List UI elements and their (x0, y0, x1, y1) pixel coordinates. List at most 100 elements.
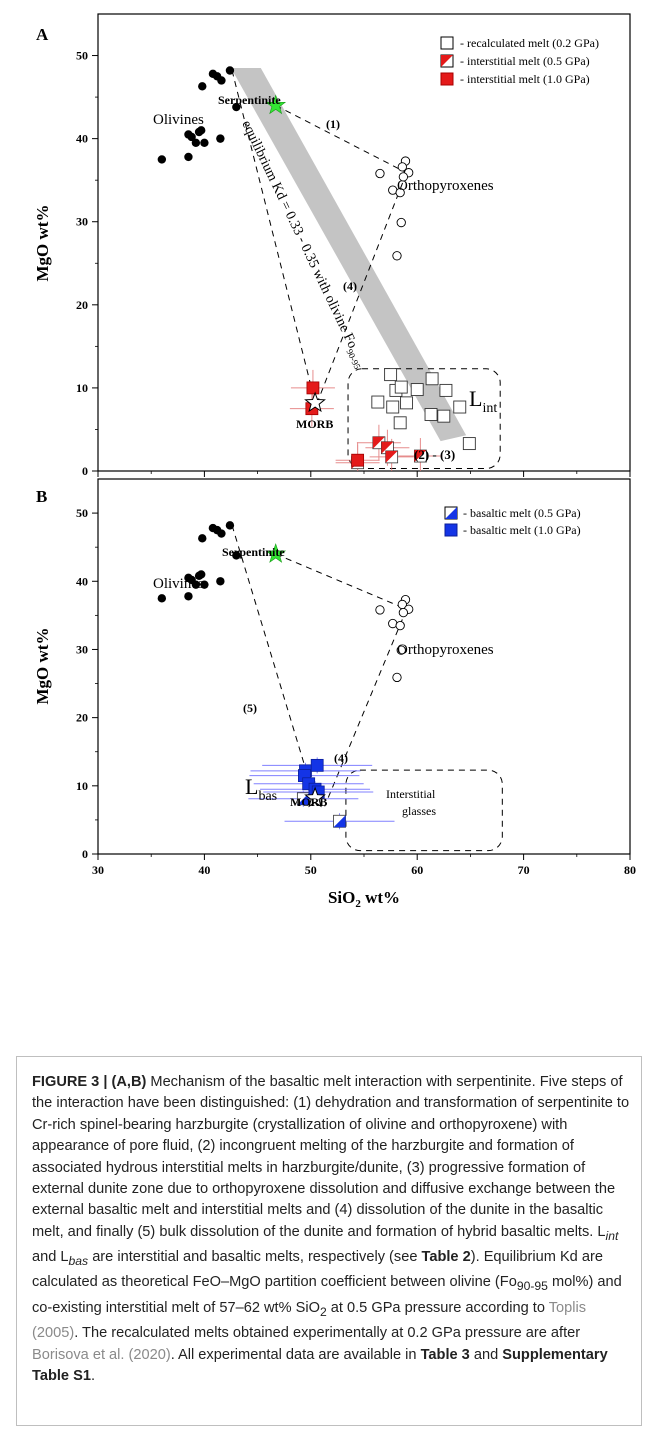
olivines-point (184, 152, 193, 162)
recalculated-melt-0-2-gpa-point (371, 395, 385, 409)
recalculated-melt-0-2-gpa-point (424, 408, 438, 421)
olivines-point (157, 155, 167, 164)
y-tick-label: 40 (76, 574, 88, 588)
recalculated-melt-0-2-gpa-point (437, 409, 451, 423)
caption-text-2: and L (32, 1249, 69, 1266)
x-tick-label: 30 (92, 863, 104, 877)
y-tick-label: 50 (76, 49, 88, 63)
caption-frame (16, 1056, 642, 1426)
orthopyroxenes-point (375, 605, 385, 615)
orthopyroxenes-point (398, 172, 409, 182)
legend-blue-square-icon (444, 523, 458, 537)
panel-b-tie-lines (231, 525, 408, 807)
legend-half-red-fill (441, 55, 453, 67)
x-tick-label: 50 (305, 863, 317, 877)
label-glasses: glasses (402, 804, 436, 818)
caption-table3-link[interactable]: Table 3 (420, 1346, 470, 1363)
tie-line (275, 104, 407, 174)
recalculated-melt-0-2-gpa-point (462, 437, 476, 451)
caption-sub-bas: bas (68, 1254, 89, 1269)
panel-b-markers (157, 521, 414, 828)
label-step-2-3: (2) - (3) (414, 447, 455, 462)
olivines-point (198, 82, 207, 91)
label-olivines-b: Olivines (153, 576, 204, 592)
olivines-point (200, 138, 209, 147)
basaltic-melt-0-5-gpa-point (333, 814, 346, 828)
recalculated-melt-0-2-gpa-point (394, 380, 408, 394)
x-tick-label: 60 (411, 863, 423, 877)
interstitial-melt-1-0-gpa-point (351, 453, 365, 467)
morb-point (304, 391, 326, 413)
olivines-point (225, 66, 235, 75)
orthopyroxenes-point (398, 607, 409, 618)
legend-label-interstitial-05: - interstitial melt (0.5 GPa) (460, 54, 590, 68)
interstitial-glasses-field (345, 769, 503, 852)
caption-sub-int: int (605, 1228, 619, 1243)
basaltic-melt-1-0-gpa-point (310, 758, 324, 772)
recalculated-melt-0-2-gpa-point (393, 416, 407, 430)
interstitial-melt-1-0-gpa-point (306, 381, 320, 395)
label-step-4b: (4) (334, 751, 348, 765)
label-step-4a: (4) (343, 279, 357, 293)
caption-figure-label: FIGURE 3 | (A,B) (32, 1074, 147, 1090)
panel-b-ylabel: MgO wt% (33, 628, 52, 705)
caption-text-3: are interstitial and basaltic melts, res… (88, 1249, 422, 1266)
recalculated-melt-0-2-gpa-point (386, 400, 400, 414)
label-morb-a: MORB (296, 417, 333, 431)
label-serpentinite-a: Serpentinite (218, 93, 281, 107)
olivines-point (187, 132, 196, 142)
olivines-point (198, 534, 207, 543)
y-tick-label: 20 (76, 298, 88, 312)
equilibrium-kd-band (231, 68, 467, 442)
caption-ref-toplis[interactable]: Toplis (2005) (32, 1299, 587, 1342)
recalculated-melt-0-2-gpa-point (425, 372, 439, 386)
l-int-field (347, 368, 501, 470)
legend-label-basaltic-10: - basaltic melt (1.0 GPa) (463, 523, 581, 537)
interstitial-melt-0-5-gpa-point (385, 450, 399, 464)
panel-a-markers (157, 66, 476, 470)
label-morb-b: MORB (290, 795, 327, 809)
caption-sub-fo: 90-95 (516, 1279, 548, 1294)
olivines-point (197, 126, 206, 135)
legend-label-basaltic-05: - basaltic melt (0.5 GPa) (463, 506, 581, 520)
caption-text-9: and (469, 1346, 503, 1363)
caption-table2-link[interactable]: Table 2 (421, 1249, 471, 1266)
figure-caption: FIGURE 3 | (A,B) Mechanism of the basalt… (32, 1072, 632, 1387)
label-olivines-a: Olivines (153, 112, 204, 128)
olivines-point (191, 580, 201, 589)
caption-text-4: ). Equilibrium Kd are calculated as theo… (32, 1249, 603, 1291)
legend-label-recalculated: - recalculated melt (0.2 GPa) (460, 36, 599, 50)
y-tick-label: 0 (82, 847, 88, 861)
orthopyroxenes-point (375, 168, 385, 179)
recalculated-melt-0-2-gpa-point (384, 368, 398, 382)
olivines-point (225, 521, 235, 530)
olivines-point (197, 570, 206, 579)
panel-b-yticks: 0 10 20 30 40 50 (76, 506, 98, 861)
orthopyroxenes-point (392, 251, 402, 261)
panel-b-label: B (36, 487, 47, 506)
tie-line (316, 172, 408, 404)
label-step-5: (5) (243, 701, 257, 715)
panel-a-label: A (36, 25, 49, 44)
orthopyroxenes-point (392, 672, 402, 683)
label-l-int: Lint (469, 386, 497, 416)
panel-a-ylabel: MgO wt% (33, 205, 52, 282)
tie-line (275, 553, 407, 610)
panel-a-yticks: 0 10 20 30 40 50 (76, 49, 98, 478)
label-l-bas: Lbas (245, 774, 277, 804)
caption-supp-link[interactable]: Supplementary Table S1 (32, 1346, 608, 1384)
orthopyroxenes-point (397, 162, 407, 172)
x-tick-label: 80 (624, 863, 636, 877)
legend-half-blue-fill (445, 507, 457, 519)
caption-ref-borisova[interactable]: Borisova et al. (2020) (32, 1346, 171, 1363)
y-tick-label: 50 (76, 506, 88, 520)
tie-line (231, 525, 310, 780)
caption-text-5: mol%) and co-existing interstitial melt … (32, 1274, 622, 1316)
recalculated-melt-0-2-gpa-point (400, 396, 414, 410)
orthopyroxenes-point (396, 645, 406, 655)
caption-text-1: Mechanism of the basaltic melt interacti… (32, 1074, 630, 1240)
y-tick-label: 30 (76, 215, 88, 229)
tie-line (324, 609, 408, 807)
label-step-1: (1) (326, 117, 340, 131)
caption-text-10: . (90, 1367, 95, 1384)
